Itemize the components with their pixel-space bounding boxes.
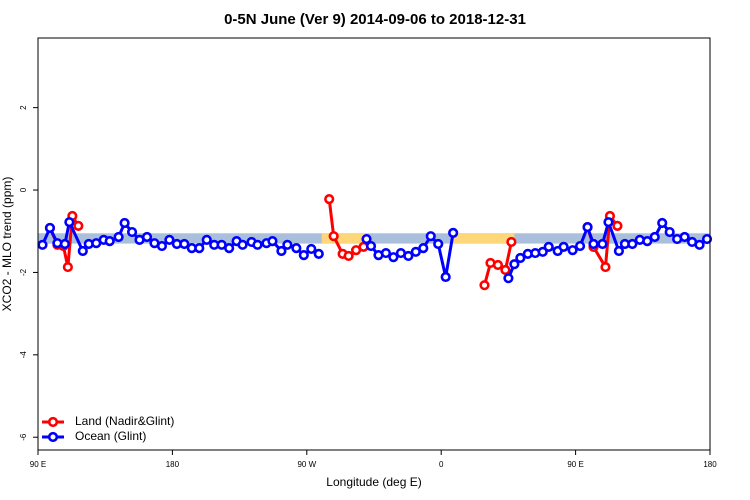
point <box>479 280 490 291</box>
band <box>451 233 515 244</box>
point <box>313 248 324 259</box>
point <box>194 243 205 254</box>
point <box>664 226 675 238</box>
point <box>37 239 48 250</box>
point <box>201 234 212 245</box>
point <box>361 233 372 245</box>
y-tick-label: 0 <box>19 187 28 192</box>
point <box>509 259 520 270</box>
x-tick-label: 90 E <box>30 460 46 469</box>
point <box>500 264 511 276</box>
x-tick-label: 90 W <box>297 460 316 469</box>
y-tick-label: 2 <box>19 105 28 110</box>
legend-marker <box>47 431 59 443</box>
point <box>515 252 526 264</box>
point <box>113 231 124 243</box>
y-tick-label: -6 <box>19 433 28 441</box>
point <box>503 273 514 284</box>
chart-title: 0-5N June (Ver 9) 2014-09-06 to 2018-12-… <box>224 11 526 28</box>
point <box>410 246 421 257</box>
point <box>164 234 175 245</box>
point <box>600 261 611 273</box>
point <box>224 243 235 254</box>
point <box>694 239 705 250</box>
point <box>403 250 414 262</box>
point <box>156 240 168 252</box>
point <box>649 231 660 243</box>
point <box>448 227 459 238</box>
point <box>298 250 309 261</box>
point <box>64 217 75 228</box>
y-axis-label: XCO2 - MLO trend (ppm) <box>0 177 14 312</box>
point <box>252 239 263 250</box>
point <box>627 238 638 250</box>
plot-frame <box>37 37 711 451</box>
point <box>574 240 586 252</box>
x-tick-label: 180 <box>703 460 717 469</box>
point <box>506 236 517 248</box>
point <box>73 220 84 231</box>
x-tick-label: 0 <box>439 460 444 469</box>
point <box>141 231 153 243</box>
point <box>567 245 578 256</box>
point <box>324 193 335 205</box>
point <box>276 245 287 257</box>
point <box>62 261 73 273</box>
point <box>119 217 130 229</box>
point <box>77 245 88 257</box>
point <box>701 233 713 245</box>
point <box>380 247 392 259</box>
point <box>104 236 115 247</box>
point <box>642 236 653 247</box>
legend-marker <box>47 416 59 428</box>
point <box>433 238 444 250</box>
point <box>267 236 278 247</box>
band <box>321 233 366 244</box>
point <box>679 231 690 243</box>
point <box>328 231 339 242</box>
point <box>543 241 554 252</box>
legend-label: Land (Nadir&Glint) <box>75 414 174 428</box>
point <box>440 271 451 283</box>
point <box>418 243 429 254</box>
point <box>582 222 593 233</box>
point <box>558 241 569 252</box>
point <box>343 250 354 262</box>
legend-label: Ocean (Glint) <box>75 429 146 443</box>
point <box>588 238 599 250</box>
point <box>657 217 668 229</box>
point <box>612 220 623 231</box>
point <box>492 259 504 271</box>
point <box>282 239 293 250</box>
point <box>603 217 614 228</box>
x-tick-label: 180 <box>166 460 180 469</box>
point <box>291 243 302 254</box>
point <box>237 239 248 250</box>
x-tick-label: 90 E <box>567 460 583 469</box>
y-tick-label: -4 <box>19 351 28 359</box>
band <box>38 233 710 244</box>
x-axis-label: Longitude (deg E) <box>326 475 421 489</box>
point <box>59 238 70 250</box>
point <box>388 252 399 263</box>
point <box>613 245 625 257</box>
point <box>365 240 377 252</box>
point <box>179 238 190 250</box>
point <box>44 222 56 234</box>
point <box>425 231 436 242</box>
y-tick-label: -2 <box>19 268 28 276</box>
point <box>597 238 608 250</box>
point <box>126 226 138 238</box>
point <box>306 243 317 255</box>
